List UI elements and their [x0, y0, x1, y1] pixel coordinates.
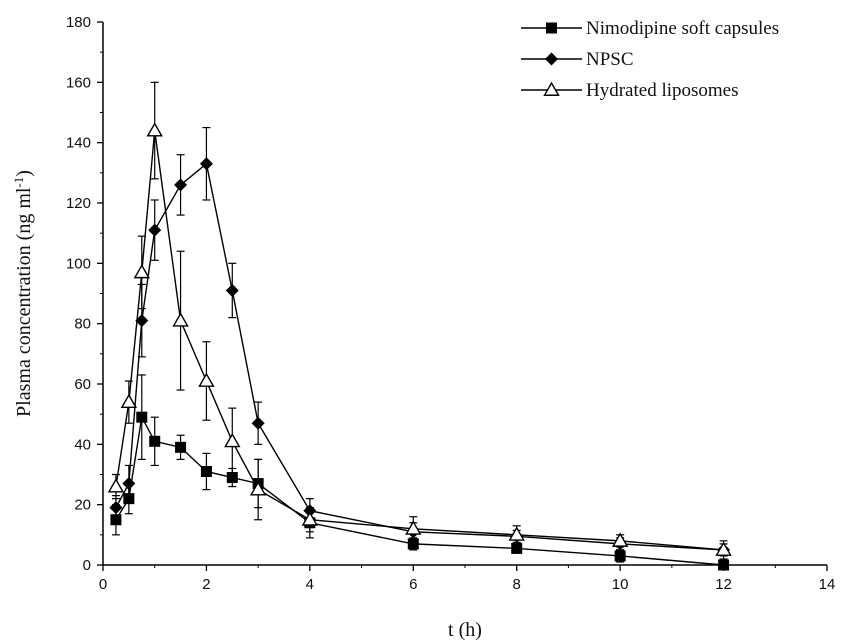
data-point [508, 526, 525, 541]
x-tick-label: 2 [202, 576, 210, 593]
data-point [198, 372, 215, 387]
x-tick-label: 0 [99, 576, 107, 593]
data-point [136, 411, 148, 423]
y-axis-title-suffix: ) [13, 170, 35, 177]
y-axis-title-main: Plasma concentration (ng ml [13, 187, 35, 417]
y-tick-label: 140 [66, 135, 91, 152]
data-point [224, 432, 241, 448]
data-point [614, 550, 626, 562]
x-tick-label: 12 [715, 576, 732, 593]
legend-label: Hydrated liposomes [586, 80, 739, 101]
x-tick-label: 6 [409, 576, 417, 593]
legend-marker [545, 52, 558, 66]
y-tick-label: 160 [66, 74, 91, 91]
y-tick-label: 0 [83, 557, 91, 574]
legend: Nimodipine soft capsules NPSC Hydrated lip… [521, 18, 779, 101]
data-point [611, 532, 629, 547]
series-line [115, 162, 724, 551]
data-point [407, 538, 419, 550]
x-tick-label: 4 [306, 576, 314, 593]
y-tick-label: 60 [74, 376, 91, 393]
data-point [174, 178, 188, 192]
data-point [107, 478, 125, 493]
series-3 [107, 81, 732, 560]
data-point [715, 541, 732, 556]
data-point [225, 283, 239, 297]
y-tick-label: 120 [66, 195, 91, 212]
data-point [146, 122, 163, 137]
y-tick-label: 100 [66, 255, 91, 272]
data-point [175, 441, 187, 453]
x-tick-label: 8 [513, 576, 521, 593]
data-point [251, 416, 265, 430]
data-point [133, 263, 150, 279]
data-point [135, 314, 149, 328]
y-tick-label: 80 [74, 316, 91, 333]
data-point [148, 223, 162, 237]
x-tick-label: 14 [819, 576, 836, 593]
legend-label: Nimodipine soft capsules [586, 18, 779, 39]
series-layer [107, 81, 732, 571]
x-tick-label: 10 [612, 576, 629, 593]
series-line [115, 415, 724, 566]
data-point [109, 501, 123, 515]
legend-marker [546, 22, 557, 34]
data-point [301, 511, 319, 526]
data-point [226, 472, 238, 484]
data-point [718, 559, 730, 571]
data-point [149, 435, 161, 447]
y-tick-label: 20 [74, 497, 91, 514]
series-1 [110, 374, 730, 571]
data-point [122, 477, 136, 491]
x-axis-title: t (h) [448, 619, 482, 641]
data-point [405, 520, 422, 535]
legend-label: NPSC [586, 49, 634, 70]
y-axis-title: Plasma concentration (ng ml-1) [11, 170, 36, 417]
legend-marker [543, 81, 560, 96]
data-point [249, 481, 267, 496]
y-tick-label: 40 [74, 436, 91, 453]
series-line [115, 130, 724, 551]
y-axis-title-superscript: -1 [11, 177, 26, 188]
data-point [200, 465, 212, 477]
y-tick-label: 180 [66, 14, 91, 31]
data-point [199, 157, 213, 171]
data-point [172, 312, 189, 327]
data-point [120, 393, 138, 409]
axes [102, 22, 827, 566]
data-point [511, 542, 523, 554]
